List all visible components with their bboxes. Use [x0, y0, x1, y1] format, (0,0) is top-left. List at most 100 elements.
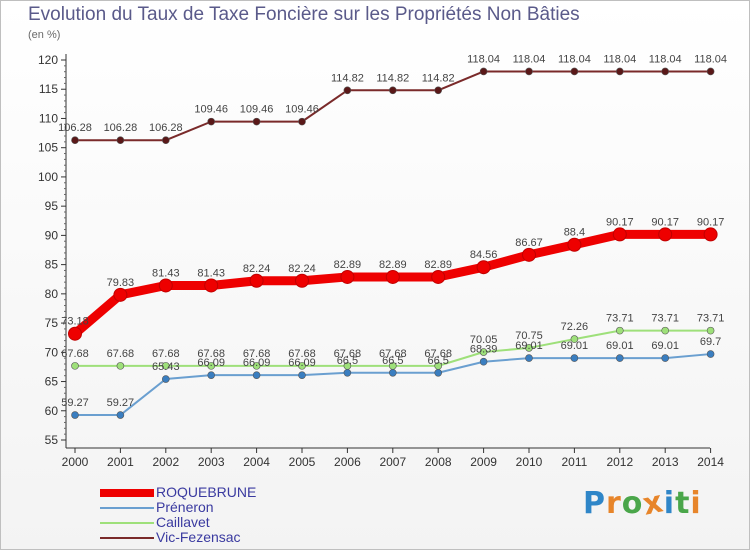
data-label: 69.7 [700, 336, 721, 348]
data-label: 69.01 [515, 340, 543, 352]
data-label: 90.17 [651, 216, 679, 228]
data-label: 69.01 [561, 340, 589, 352]
y-tick-label: 110 [39, 111, 58, 125]
data-point [68, 326, 82, 341]
y-tick-label: 90 [45, 228, 59, 242]
data-label: 88.4 [564, 227, 585, 239]
x-tick-label: 2006 [334, 455, 361, 469]
data-point [570, 354, 579, 362]
y-tick-label: 70 [45, 345, 59, 359]
y-tick-label: 55 [45, 433, 59, 447]
data-label: 68.39 [470, 344, 498, 356]
data-label: 67.68 [288, 348, 316, 360]
legend-label-vic-fezensac: Vic-Fezensac [156, 529, 241, 545]
data-point [706, 326, 715, 335]
data-point [522, 247, 536, 262]
data-point [71, 136, 79, 145]
data-label: 109.46 [240, 104, 274, 116]
x-tick-label: 2002 [152, 455, 179, 469]
data-point [385, 269, 400, 284]
logo-letter: o [621, 486, 644, 521]
x-tick-label: 2007 [379, 455, 406, 469]
data-label: 72.26 [561, 321, 589, 333]
data-label: 90.17 [606, 216, 634, 228]
y-tick-label: 115 [39, 82, 58, 96]
x-tick-label: 2011 [561, 455, 587, 469]
data-point [615, 67, 624, 76]
y-tick-label: 85 [45, 258, 59, 272]
data-point [298, 117, 306, 126]
data-label: 81.43 [152, 267, 180, 279]
unit-label: (en %) [28, 29, 61, 41]
legend-swatch-roquebrune [100, 489, 154, 497]
data-point [479, 348, 488, 356]
data-point [343, 368, 352, 377]
data-label: 73.71 [697, 313, 725, 325]
logo-letter: i [690, 486, 702, 521]
data-point [116, 362, 125, 370]
x-tick-label: 2004 [243, 455, 270, 469]
y-tick-label: 80 [45, 287, 59, 301]
logo-letter: r [606, 486, 622, 521]
y-tick-label: 60 [45, 404, 59, 418]
data-point [116, 136, 125, 145]
x-tick-label: 2013 [652, 455, 679, 469]
data-point [249, 273, 264, 288]
y-tick-label: 65 [45, 375, 59, 389]
x-tick-label: 2009 [470, 455, 497, 469]
data-label: 67.68 [61, 348, 89, 360]
legend-label-caillavet: Caillavet [156, 514, 210, 530]
data-point [252, 117, 261, 126]
data-point [434, 86, 443, 95]
data-label: 106.28 [104, 122, 138, 134]
data-point [615, 326, 624, 335]
data-label: 66.09 [243, 357, 271, 369]
data-point [388, 368, 397, 377]
data-label: 70.05 [470, 334, 498, 346]
data-label: 82.89 [379, 259, 407, 271]
data-label: 67.68 [334, 348, 362, 360]
data-label: 66.09 [197, 357, 225, 369]
data-point [162, 362, 170, 370]
data-point [71, 411, 79, 419]
data-label: 118.04 [513, 53, 546, 65]
data-label: 67.68 [243, 348, 271, 360]
data-point [431, 269, 446, 284]
data-point [116, 411, 125, 419]
data-label: 90.17 [697, 216, 725, 228]
x-tick-label: 2000 [62, 455, 89, 469]
data-point [298, 362, 306, 370]
logo-letter: P [583, 486, 606, 521]
data-point [207, 362, 215, 370]
data-point [612, 227, 627, 242]
logo-letter: i [663, 486, 676, 521]
x-tick-label: 2010 [516, 455, 543, 469]
y-tick-label: 95 [45, 199, 59, 213]
data-point [476, 260, 491, 275]
legend-label-roquebrune: ROQUEBRUNE [156, 484, 257, 500]
x-tick-label: 2008 [425, 455, 452, 469]
data-label: 69.01 [651, 340, 679, 352]
legend-swatch-caillavet [100, 522, 154, 524]
data-label: 109.46 [194, 104, 228, 116]
data-point [340, 269, 355, 284]
data-point [298, 371, 306, 379]
y-tick-label: 75 [45, 316, 59, 330]
data-label: 118.04 [603, 53, 636, 65]
data-point [479, 357, 488, 366]
data-label: 86.67 [515, 237, 543, 249]
data-point [434, 368, 443, 377]
data-point [661, 326, 670, 335]
data-point [706, 350, 715, 358]
data-point [525, 67, 533, 76]
data-point [703, 227, 718, 242]
data-point [570, 335, 579, 343]
data-label: 66.5 [427, 355, 448, 367]
data-point [343, 86, 352, 95]
x-tick-label: 2014 [697, 455, 724, 469]
legend-swatch-preneron [100, 507, 154, 509]
data-point [567, 237, 582, 252]
data-point [113, 287, 128, 302]
x-tick-label: 2005 [289, 455, 316, 469]
data-label: 73.18 [61, 316, 89, 328]
